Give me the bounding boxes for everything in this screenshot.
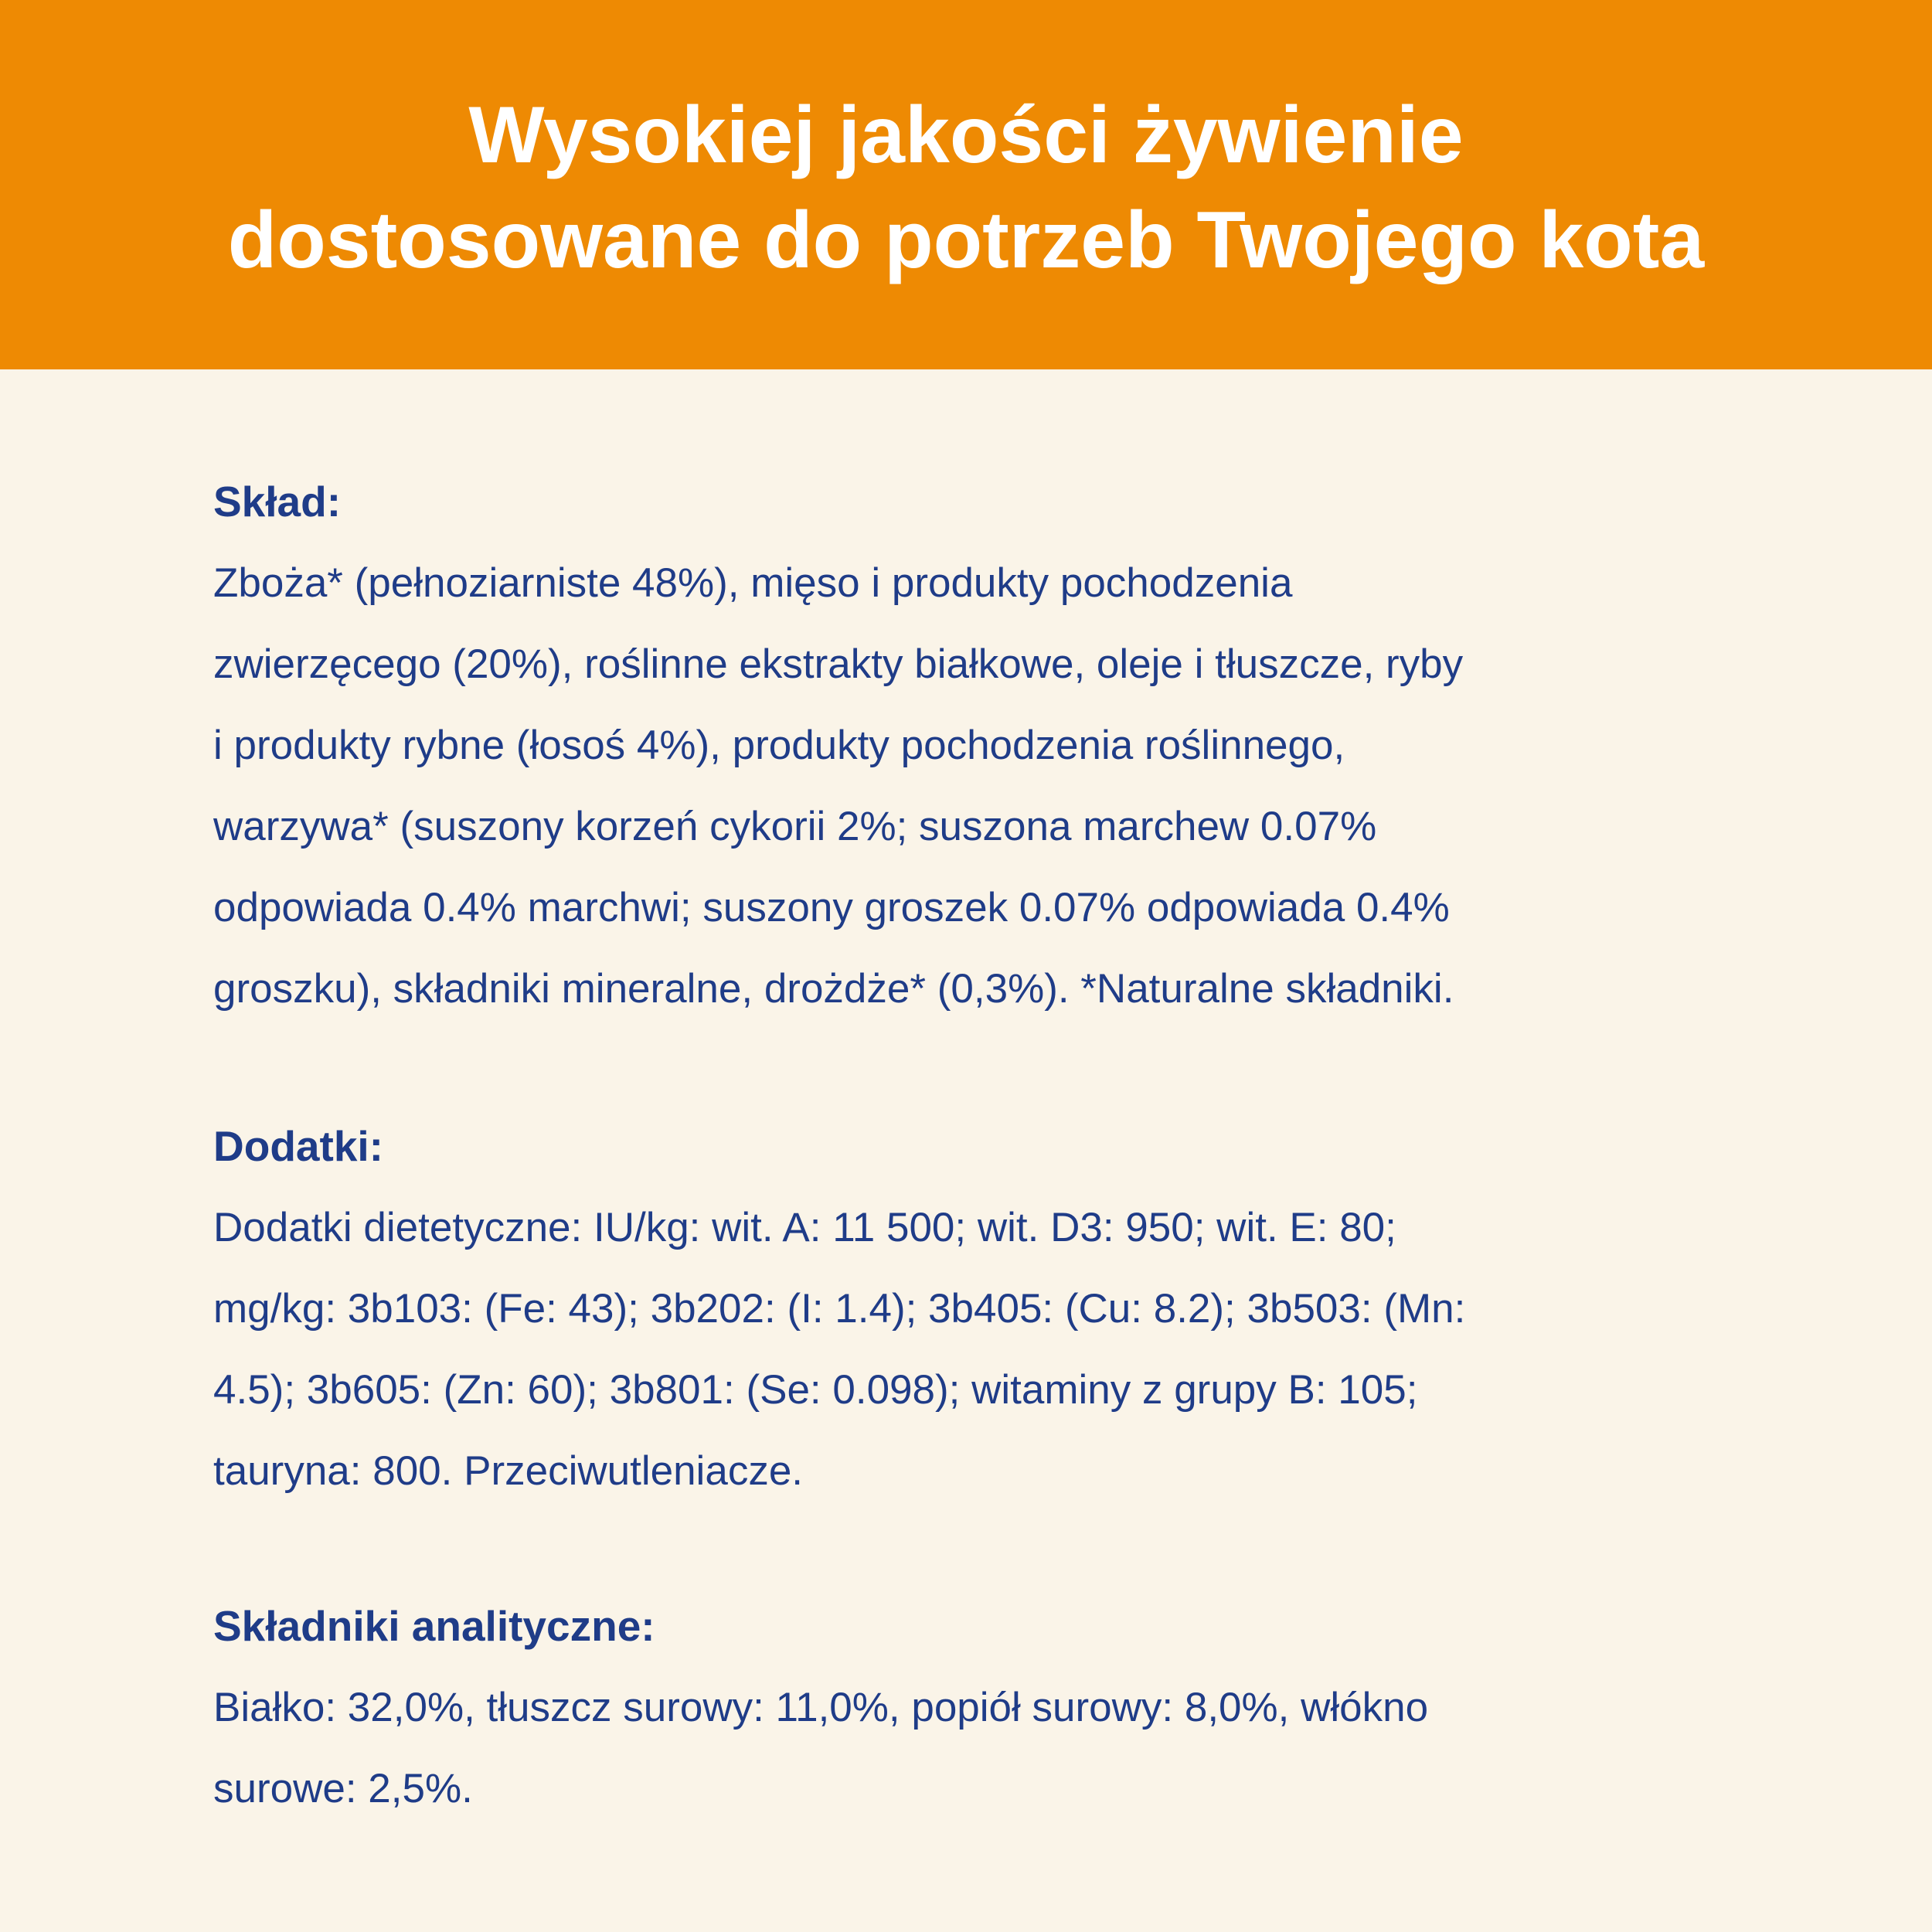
text-line: Zboża* (pełnoziarniste 48%), mięso i pro…	[213, 560, 1293, 606]
section-heading: Składniki analityczne:	[213, 1602, 655, 1650]
text-line: 4.5); 3b605: (Zn: 60); 3b801: (Se: 0.098…	[213, 1367, 1418, 1413]
section-heading: Dodatki:	[213, 1122, 383, 1170]
text-line: surowe: 2,5%.	[213, 1766, 473, 1811]
text-line: groszku), składniki mineralne, drożdże* …	[213, 966, 1454, 1012]
text-line: warzywa* (suszony korzeń cykorii 2%; sus…	[213, 804, 1377, 849]
section-composition: Skład: Zboża* (pełnoziarniste 48%), mięs…	[213, 461, 1463, 1029]
text-line: odpowiada 0.4% marchwi; suszony groszek …	[213, 885, 1450, 930]
text-line: i produkty rybne (łosoś 4%), produkty po…	[213, 723, 1345, 768]
title-line: Wysokiej jakości żywienie	[468, 90, 1464, 180]
text-line: tauryna: 800. Przeciwutleniacze.	[213, 1448, 804, 1494]
text-line: mg/kg: 3b103: (Fe: 43); 3b202: (I: 1.4);…	[213, 1286, 1466, 1332]
page-title: Wysokiej jakości żywienie dostosowane do…	[0, 83, 1932, 293]
title-line: dostosowane do potrzeb Twojego kota	[227, 196, 1705, 285]
section-analytical: Składniki analityczne: Białko: 32,0%, tł…	[213, 1586, 1428, 1829]
header-banner: Wysokiej jakości żywienie dostosowane do…	[0, 0, 1932, 369]
text-line: Białko: 32,0%, tłuszcz surowy: 11,0%, po…	[213, 1685, 1429, 1730]
text-line: zwierzęcego (20%), roślinne ekstrakty bi…	[213, 641, 1464, 687]
text-line: Dodatki dietetyczne: IU/kg: wit. A: 11 5…	[213, 1205, 1396, 1250]
section-heading: Skład:	[213, 478, 342, 526]
section-additives: Dodatki: Dodatki dietetyczne: IU/kg: wit…	[213, 1106, 1465, 1512]
